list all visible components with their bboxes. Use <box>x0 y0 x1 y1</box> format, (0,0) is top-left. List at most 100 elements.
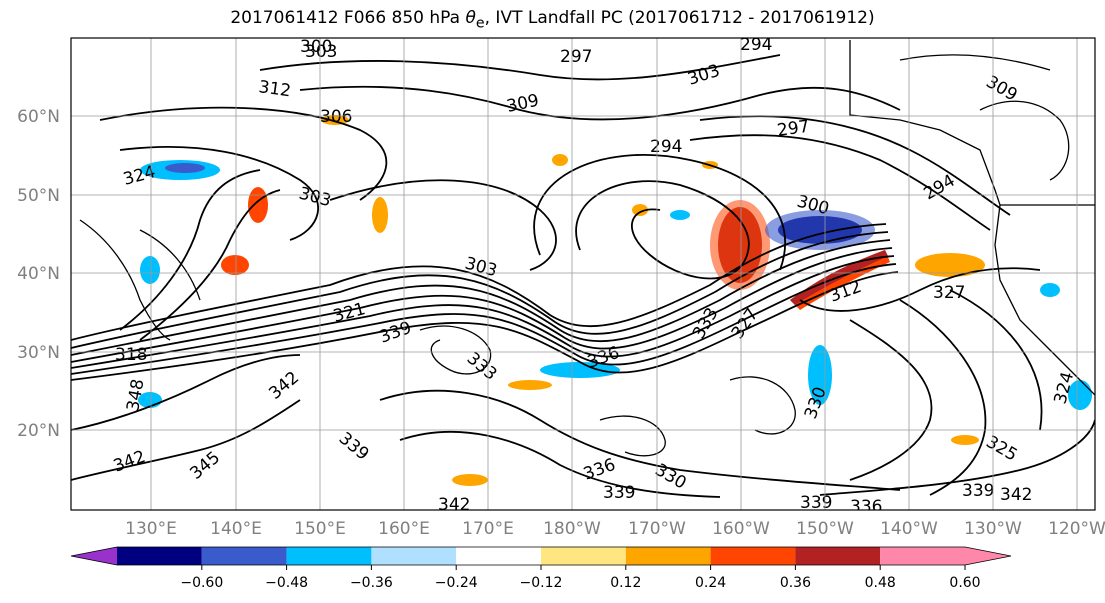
colorbar-tick-label: 0.48 <box>865 575 896 591</box>
contour-line <box>99 106 388 201</box>
contour-label: 339 <box>800 493 832 513</box>
contour-line <box>71 231 889 349</box>
negative-shading <box>765 210 875 250</box>
contour-label: 297 <box>776 117 811 141</box>
latitude-labels: 60°N 50°N 40°N 30°N 20°N <box>17 107 60 441</box>
lat-label: 50°N <box>17 186 60 206</box>
negative-shading <box>540 362 620 378</box>
colorbar-segment <box>625 547 711 565</box>
colorbar-outline <box>70 546 1012 566</box>
lon-label: 160°E <box>378 519 430 539</box>
contour-label: 336 <box>850 497 882 517</box>
contour-line <box>849 319 933 481</box>
lon-label: 180°W <box>543 519 601 539</box>
contour-line <box>379 389 901 491</box>
contour-line <box>949 289 1043 431</box>
graticule <box>71 38 1095 510</box>
positive-shading <box>248 187 268 223</box>
positive-shading <box>915 253 985 277</box>
positive-shading <box>951 435 979 445</box>
contour-line <box>71 271 899 381</box>
contour-line <box>533 153 786 271</box>
negative-shading <box>670 210 690 220</box>
lon-label: 170°W <box>628 519 686 539</box>
colorbar-segment <box>795 547 881 565</box>
contour-line <box>329 179 557 271</box>
coastline <box>994 204 1095 396</box>
colorbar-arrow-left <box>71 547 117 565</box>
contour-line <box>71 239 891 356</box>
colorbar-tick-label: 0.60 <box>949 575 980 591</box>
contour-label: 300 <box>300 37 332 57</box>
lon-label: 140°W <box>880 519 938 539</box>
positive-shading <box>452 474 488 486</box>
colorbar-tick-label: −0.60 <box>180 575 223 591</box>
contour-line <box>689 134 991 231</box>
negative-shading <box>808 345 832 405</box>
colorbar-tick-label: −0.12 <box>520 575 563 591</box>
lat-label: 20°N <box>17 421 60 441</box>
contour-label: 306 <box>320 107 352 127</box>
contour-layer <box>71 54 1095 498</box>
contour-label: 312 <box>257 77 292 101</box>
colorbar-segment <box>456 547 541 565</box>
contour-line <box>71 354 301 431</box>
negative-shading <box>165 163 205 173</box>
lon-label: 120°W <box>1048 519 1105 539</box>
contour-line <box>71 399 301 481</box>
positive-shading <box>372 197 388 233</box>
coastline <box>139 229 201 301</box>
contour-label: 294 <box>650 137 682 157</box>
colorbar: −0.60 −0.48 −0.36 −0.24 −0.12 0.12 0.24 … <box>70 546 1012 591</box>
lat-label: 30°N <box>17 343 60 363</box>
contour-label: 327 <box>933 283 965 303</box>
contour-label: 318 <box>115 345 147 365</box>
contour-line <box>899 299 987 496</box>
contour-line <box>575 180 750 280</box>
contour-line <box>119 145 319 241</box>
contour-line <box>819 419 1095 496</box>
negative-shading <box>1068 380 1092 410</box>
colorbar-segment <box>286 547 372 565</box>
lat-label: 60°N <box>17 107 60 127</box>
lon-label: 150°W <box>796 519 854 539</box>
map-title: 2017061412 F066 850 hPa θe, IVT Landfall… <box>230 8 875 32</box>
contour-line <box>139 189 281 341</box>
contour-line <box>71 223 887 341</box>
colorbar-tick-label: 0.36 <box>780 575 811 591</box>
contour-line <box>899 54 1051 71</box>
lon-label: 130°W <box>964 519 1022 539</box>
positive-shading <box>710 200 770 290</box>
lon-label: 130°E <box>125 519 177 539</box>
colorbar-segment <box>117 547 202 565</box>
contour-line <box>799 267 1041 312</box>
shading-layer <box>138 115 1092 486</box>
colorbar-arrow-right <box>965 547 1011 565</box>
negative-shading <box>1040 283 1060 297</box>
contour-line <box>259 54 781 81</box>
lon-label: 160°W <box>712 519 770 539</box>
longitude-labels: 130°E 140°E 150°E 160°E 170°E 180°W 170°… <box>125 519 1105 539</box>
contour-line <box>71 255 895 369</box>
colorbar-segment <box>371 547 457 565</box>
lon-label: 150°E <box>294 519 346 539</box>
contour-line <box>299 85 901 121</box>
colorbar-segment <box>710 547 796 565</box>
colorbar-segment <box>880 547 965 565</box>
positive-shading <box>632 204 648 216</box>
contour-label: 342 <box>1000 485 1032 505</box>
contour-label: 342 <box>438 495 470 515</box>
colorbar-segment <box>541 547 626 565</box>
contour-label: 339 <box>962 481 994 501</box>
map-content: 300 303 297 294 312 309 306 303 297 294 … <box>71 35 1095 517</box>
colorbar-tick-label: 0.12 <box>610 575 641 591</box>
contour-line <box>979 100 1070 181</box>
map-frame <box>70 37 1096 511</box>
contour-label: 297 <box>560 47 592 67</box>
contour-line <box>71 263 897 375</box>
lon-label: 170°E <box>462 519 514 539</box>
contour-label: 339 <box>603 483 635 503</box>
contour-line <box>599 415 666 457</box>
contour-label: 294 <box>740 35 772 55</box>
